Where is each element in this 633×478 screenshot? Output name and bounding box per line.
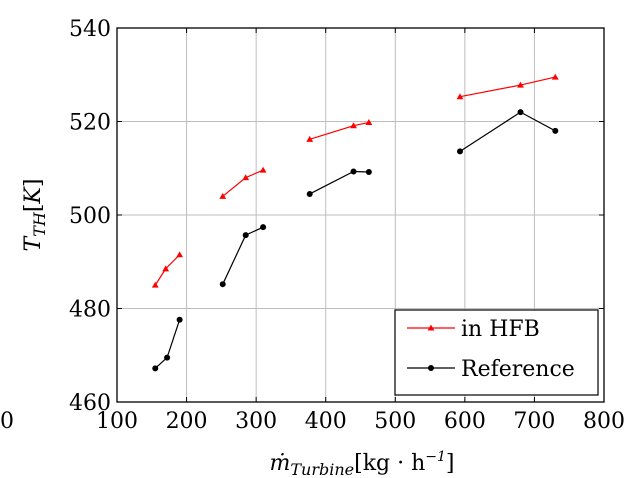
stray-tick-label: 0 xyxy=(0,409,14,434)
legend-marker xyxy=(428,365,434,371)
x-tick-label: 500 xyxy=(374,409,416,434)
data-point xyxy=(306,135,314,142)
data-point xyxy=(162,265,170,272)
series-line xyxy=(222,169,264,197)
data-point xyxy=(365,119,373,125)
data-point xyxy=(306,190,313,197)
y-tick-label: 480 xyxy=(69,298,111,323)
data-point xyxy=(164,354,171,361)
data-point xyxy=(456,93,464,100)
y-tick-label: 520 xyxy=(69,111,111,136)
data-point xyxy=(517,81,524,88)
data-point xyxy=(152,365,159,372)
legend-label: Reference xyxy=(461,357,575,382)
axis-labels: ṁTurbine[kg · h−1] TTH[K] xyxy=(21,179,455,478)
data-point xyxy=(242,232,249,239)
y-tick-label: 500 xyxy=(69,204,111,229)
series-reference xyxy=(152,109,559,372)
legend: in HFB Reference xyxy=(394,309,599,396)
data-point xyxy=(259,166,267,173)
data-point xyxy=(260,224,267,231)
legend-label: in HFB xyxy=(461,317,540,342)
data-point xyxy=(350,168,357,175)
series-line xyxy=(309,121,369,140)
data-point xyxy=(365,168,372,175)
data-point xyxy=(219,192,227,199)
x-axis-label: ṁTurbine[kg · h−1] xyxy=(269,449,454,478)
legend-marker xyxy=(427,324,435,331)
y-axis-label: TTH[K] xyxy=(21,179,49,252)
data-point xyxy=(551,73,559,80)
x-tick-label: 200 xyxy=(166,409,208,434)
data-point xyxy=(176,251,184,258)
series-line xyxy=(309,170,369,195)
series-line xyxy=(154,319,181,369)
data-point xyxy=(350,122,357,129)
data-point xyxy=(552,127,559,134)
series-in-hfb xyxy=(151,73,559,288)
x-tick-label: 400 xyxy=(305,409,347,434)
data-point xyxy=(219,281,226,288)
series-layer xyxy=(151,73,559,372)
x-tick-label: 800 xyxy=(583,409,625,434)
x-tick-label: 600 xyxy=(444,409,486,434)
data-point xyxy=(176,316,183,323)
x-tick-label: 700 xyxy=(513,409,555,434)
data-point xyxy=(517,109,524,116)
series-line xyxy=(459,76,556,98)
data-point xyxy=(151,281,159,288)
series-line xyxy=(459,111,556,152)
y-tick-label: 460 xyxy=(69,391,111,416)
legend-box xyxy=(394,309,599,396)
data-point xyxy=(242,174,250,181)
y-tick-label: 540 xyxy=(69,17,111,42)
data-point xyxy=(456,148,463,155)
x-tick-label: 300 xyxy=(235,409,277,434)
grid xyxy=(117,28,604,402)
tick-layer: 100 200 300 400 500 600 700 800 460 480 500 520 540 0 xyxy=(0,17,625,434)
x-tick-label: 100 xyxy=(96,409,138,434)
